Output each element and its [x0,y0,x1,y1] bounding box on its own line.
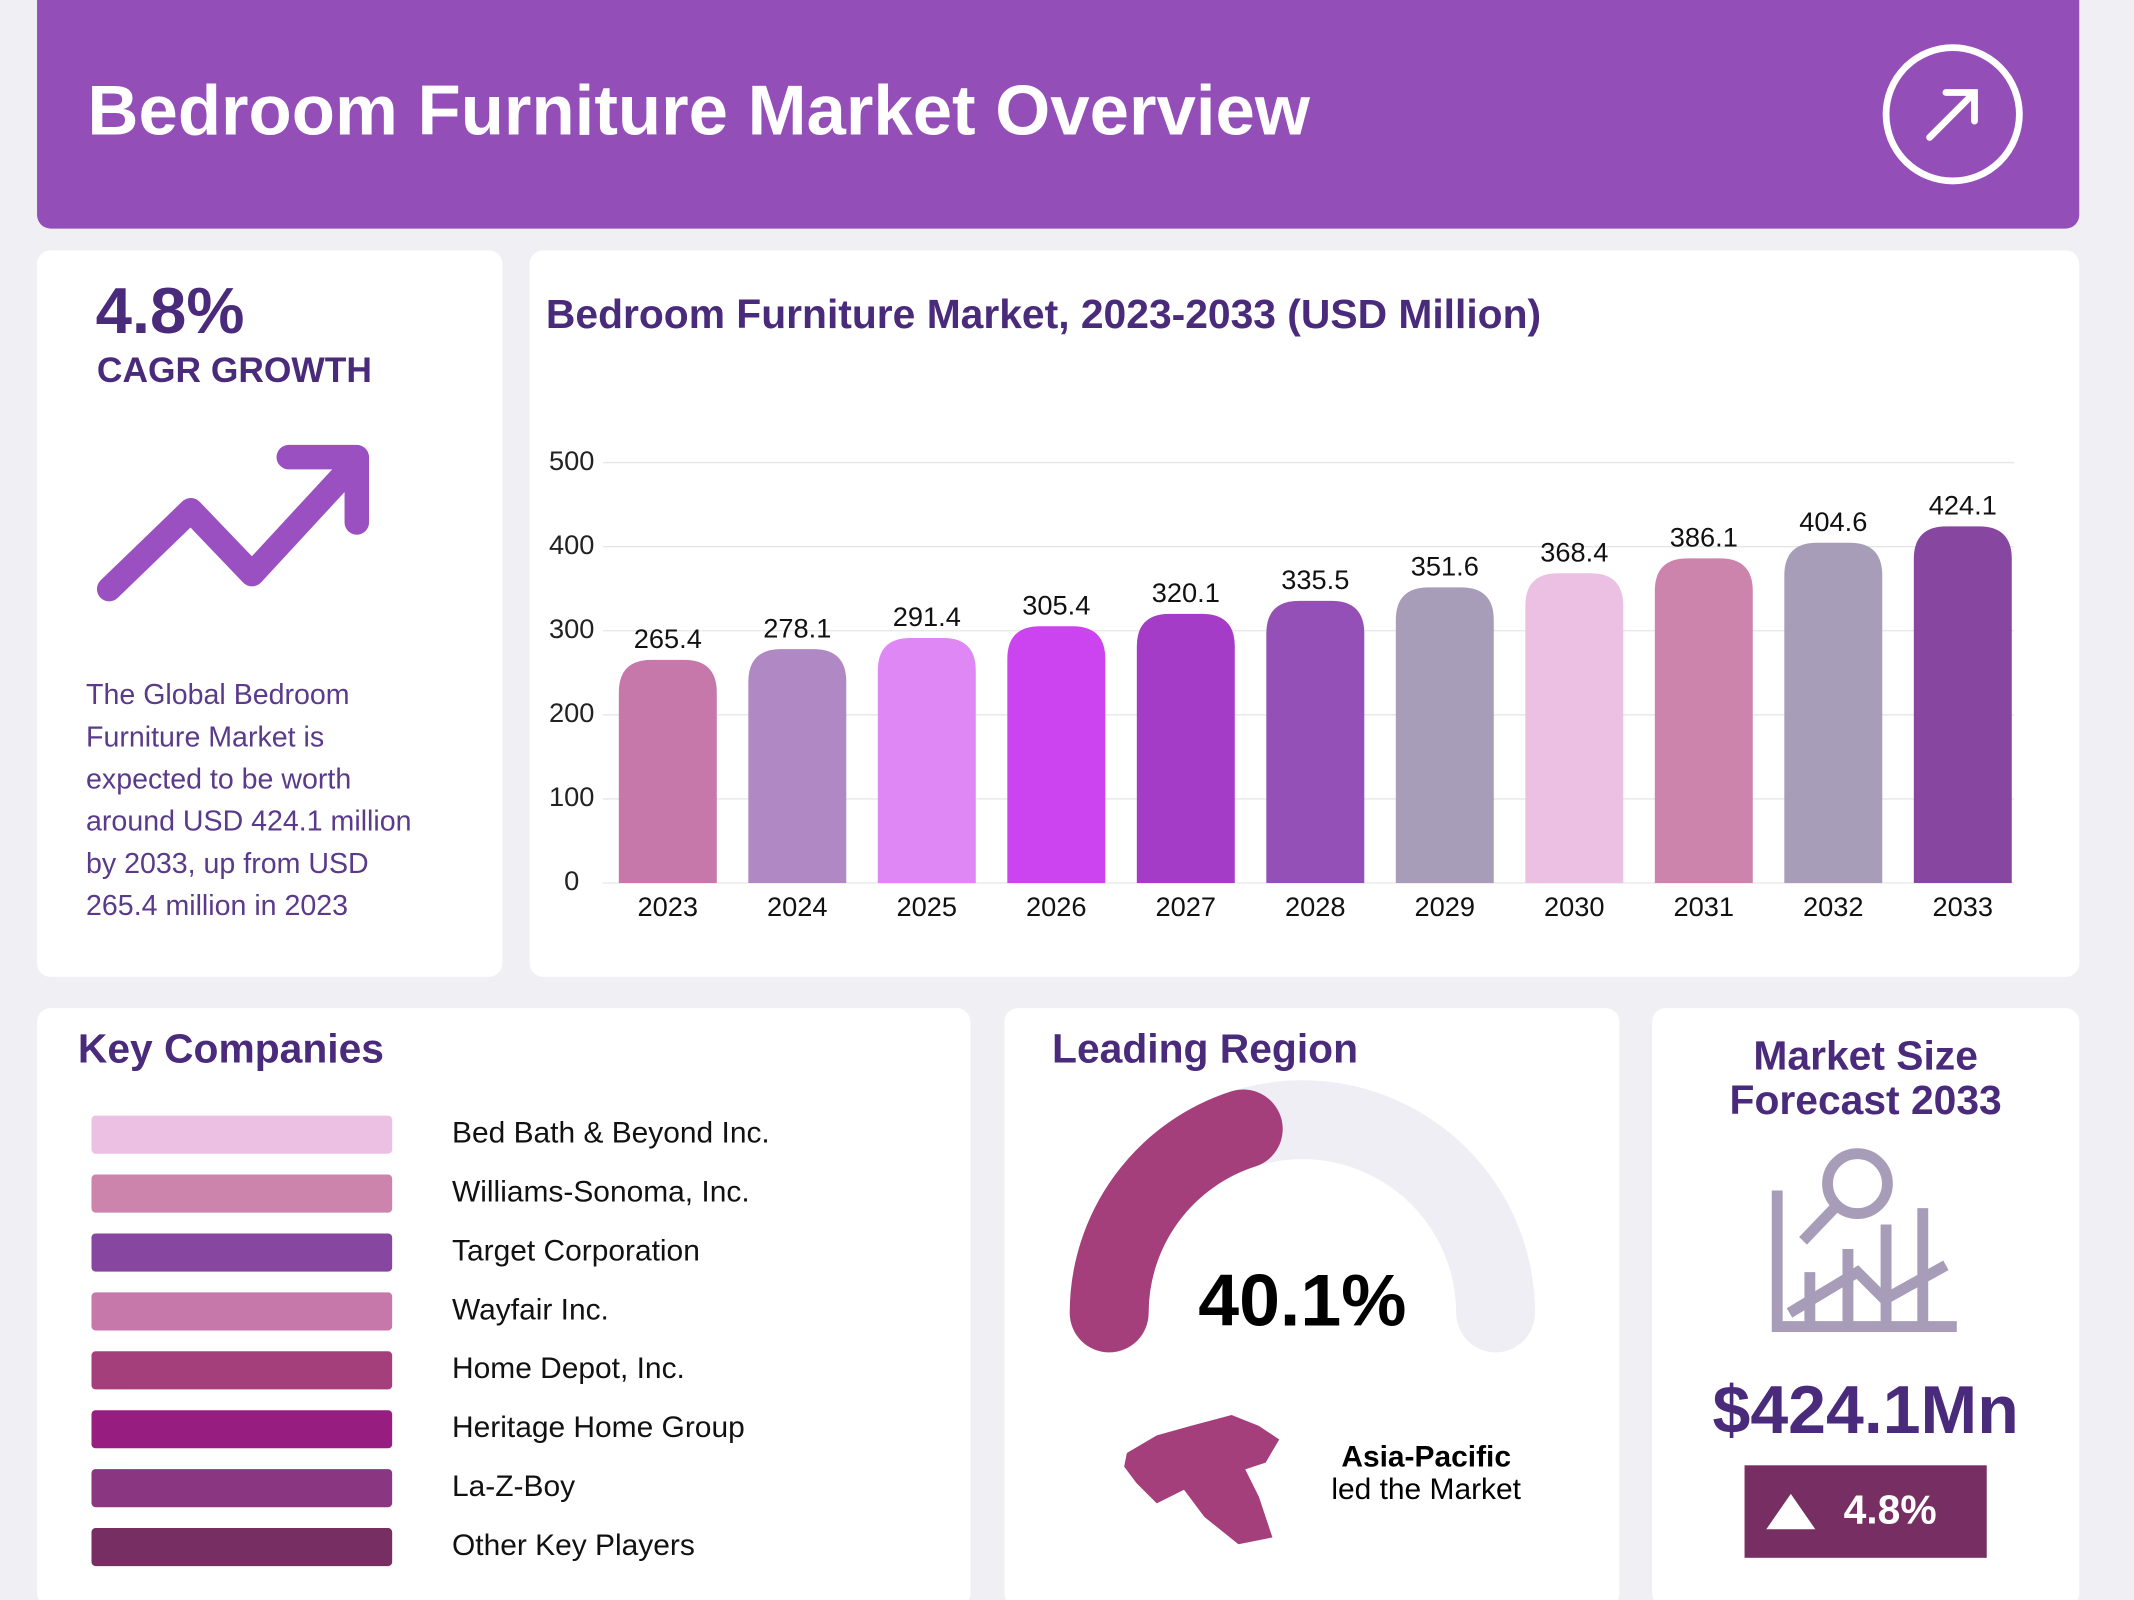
companies-title: Key Companies [78,1025,384,1071]
data-label: 424.1 [1929,490,1997,521]
description-line: around USD 424.1 million [86,806,411,838]
header-icon [1882,44,2023,185]
gauge-label: 40.1% [1198,1259,1406,1342]
company-name: Heritage Home Group [452,1411,745,1444]
data-label: 368.4 [1540,536,1608,567]
company-swatch [91,1115,393,1154]
bar [1395,587,1494,883]
company-name: Target Corporation [452,1234,700,1267]
x-tick-label: 2026 [1026,891,1087,922]
x-tick-label: 2024 [767,891,828,922]
forecast-icon [1771,1148,1957,1332]
bar [1136,613,1235,883]
description-line: 265.4 million in 2023 [86,890,348,922]
cagr-label: CAGR GROWTH [97,351,372,390]
growth-value: 4.8% [1844,1487,1937,1533]
bar [1913,526,2012,883]
y-tick-label: 0 [564,865,579,896]
y-tick-label: 500 [549,445,594,476]
bar [618,659,717,883]
data-label: 291.4 [893,601,961,632]
x-tick-label: 2033 [1933,891,1994,922]
header-title: Bedroom Furniture Market Overview [87,70,1310,149]
bar [1007,626,1106,883]
bar [748,649,847,883]
company-name: Wayfair Inc. [452,1293,609,1326]
y-tick-label: 400 [549,529,594,560]
forecast-title: Market Size [1753,1032,1977,1078]
x-tick-label: 2029 [1415,891,1476,922]
description: The Global Bedroom Furniture Market is exp… [86,679,411,922]
header-arrow [1926,89,1978,141]
company-swatch [91,1174,393,1213]
description-line: The Global Bedroom [86,679,350,711]
description-line: by 2033, up from USD [86,848,369,880]
region-name: Asia-Pacific [1341,1440,1511,1473]
region-map [1124,1414,1280,1545]
x-tick-label: 2023 [638,891,699,922]
region-note: led the Market [1331,1473,1521,1506]
region-title: Leading Region [1052,1025,1358,1071]
up-triangle [1766,1493,1816,1530]
bar [1654,558,1753,883]
company-swatch [91,1233,393,1272]
company-name: Williams-Sonoma, Inc. [452,1176,750,1209]
data-label: 404.6 [1799,506,1867,537]
description-line: Furniture Market is [86,721,324,753]
company-name: Bed Bath & Beyond Inc. [452,1117,770,1150]
cagr-value: 4.8% [96,274,245,347]
x-tick-label: 2030 [1544,891,1605,922]
forecast-title: Forecast 2033 [1730,1077,2002,1123]
data-label: 305.4 [1022,589,1090,620]
description-line: expected to be worth [86,763,351,795]
chart-title: Bedroom Furniture Market, 2023-2033 (USD… [546,291,1541,337]
company-name: Other Key Players [452,1529,695,1562]
company-swatch [91,1410,393,1449]
forecast-card [1652,1008,2080,1600]
x-tick-label: 2028 [1285,891,1346,922]
y-tick-label: 300 [549,613,594,644]
company-list: Bed Bath & Beyond Inc. Williams-Sonoma, I… [91,1115,770,1567]
company-swatch [91,1351,393,1390]
y-tick-label: 200 [549,697,594,728]
data-label: 265.4 [634,623,702,654]
cagr-card [37,250,503,977]
bar [1266,600,1365,883]
company-swatch [91,1469,393,1508]
header [37,0,2080,229]
data-label: 386.1 [1670,521,1738,552]
forecast-value: $424.1Mn [1713,1372,2019,1448]
company-name: La-Z-Boy [452,1470,575,1503]
data-label: 351.6 [1411,551,1479,582]
x-tick-label: 2025 [897,891,958,922]
y-tick-label: 100 [549,781,594,812]
bar-chart: 0 100 200 300 400 500 2023 265.4 2024 278.1 2025 29… [549,445,2014,922]
bar [1525,573,1624,883]
x-tick-label: 2032 [1803,891,1864,922]
data-label: 335.5 [1281,564,1349,595]
companies-card [37,1008,971,1600]
company-name: Home Depot, Inc. [452,1352,685,1385]
bar [877,637,976,883]
x-tick-label: 2031 [1674,891,1735,922]
company-swatch [91,1528,393,1567]
data-label: 320.1 [1152,577,1220,608]
gauge-fill [1069,1089,1283,1353]
x-tick-label: 2027 [1156,891,1217,922]
bar [1784,542,1883,883]
company-swatch [91,1292,393,1331]
trend-icon [96,444,370,602]
data-label: 278.1 [763,612,831,643]
